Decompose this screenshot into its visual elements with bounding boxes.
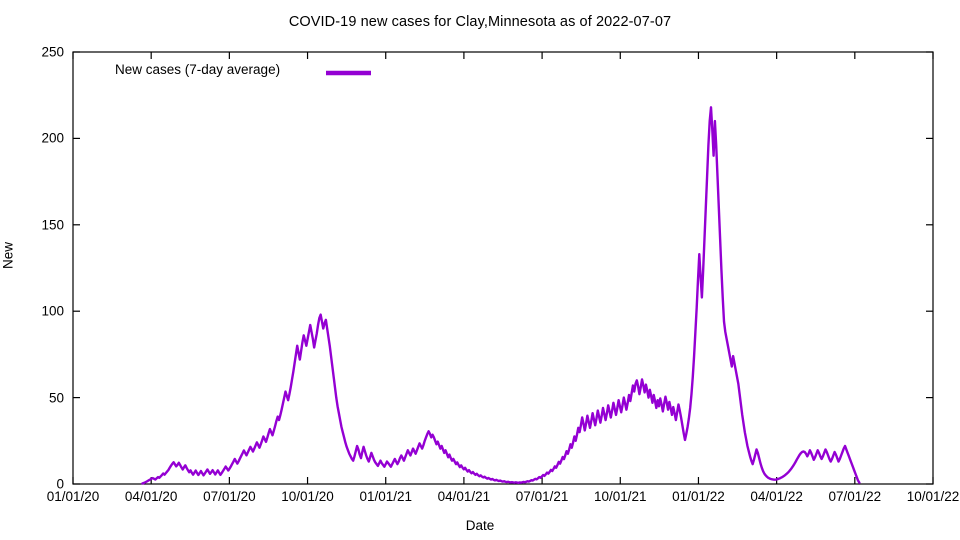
x-tick-label: 10/01/22 (906, 489, 960, 504)
legend-label: New cases (7-day average) (115, 62, 281, 77)
x-tick-label: 07/01/20 (203, 489, 256, 504)
y-tick-label: 150 (41, 217, 64, 233)
y-tick-label: 200 (41, 130, 64, 146)
x-tick-label: 04/01/21 (437, 489, 491, 504)
x-tick-label: 10/01/20 (281, 489, 334, 504)
y-tick-label: 250 (41, 44, 64, 60)
x-tick-label: 01/01/22 (672, 489, 725, 504)
y-tick-label: 50 (48, 390, 64, 406)
x-tick-label: 10/01/21 (593, 489, 647, 504)
chart-title: COVID-19 new cases for Clay,Minnesota as… (288, 14, 672, 30)
x-tick-label: 04/01/20 (124, 489, 178, 504)
x-tick-label: 01/01/20 (46, 489, 100, 504)
x-tick-label: 07/01/21 (515, 489, 569, 504)
x-tick-label: 07/01/22 (828, 489, 882, 504)
y-tick-label: 0 (56, 476, 64, 492)
series-line-0 (141, 106, 861, 485)
x-axis-label: Date (465, 518, 495, 533)
x-tick-label: 04/01/22 (750, 489, 803, 504)
y-axis-label: New (0, 242, 16, 270)
x-tick-label: 01/01/21 (359, 489, 412, 504)
y-tick-label: 100 (41, 303, 64, 319)
axis-frame (72, 51, 934, 485)
